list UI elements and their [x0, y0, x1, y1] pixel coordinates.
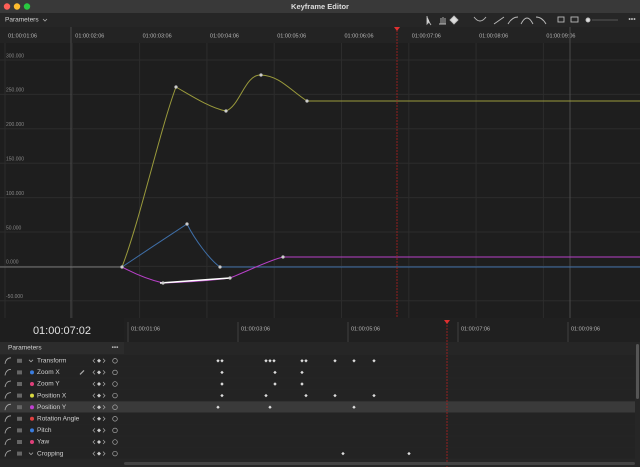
row-bg — [0, 390, 635, 401]
toolbar — [0, 13, 640, 27]
parameter-row[interactable]: Transform — [0, 355, 635, 366]
y-label: -50.000 — [6, 294, 23, 300]
params-header-label: Parameters — [8, 345, 42, 352]
row-bg — [0, 413, 635, 424]
color-dot — [30, 428, 34, 432]
row-label: Cropping — [37, 450, 64, 457]
ruler-label: 01:00:04:06 — [210, 33, 239, 39]
ruler-label: 01:00:09:06 — [546, 33, 575, 39]
color-dot — [30, 417, 34, 421]
color-dot — [30, 405, 34, 409]
row-label: Yaw — [37, 439, 49, 446]
lock-icon[interactable] — [17, 440, 22, 444]
toolbar-more[interactable]: ••• — [628, 16, 636, 23]
parameter-row[interactable]: Yaw — [0, 436, 635, 447]
lock-icon[interactable] — [17, 428, 22, 432]
row-bg — [0, 436, 635, 447]
row-label: Pitch — [37, 427, 52, 434]
scrollbar[interactable] — [636, 344, 639, 399]
toolbar-label[interactable]: Parameters — [5, 17, 39, 24]
params-header-more[interactable]: ••• — [112, 345, 120, 352]
ruler-label: 01:00:07:06 — [412, 33, 441, 39]
ruler-label: 01:00:03:06 — [143, 33, 172, 39]
lock-icon[interactable] — [17, 452, 22, 456]
y-label: 150.000 — [6, 157, 24, 163]
row-label: Position Y — [37, 404, 67, 411]
close-button[interactable] — [4, 3, 10, 9]
lock-icon[interactable] — [17, 359, 22, 363]
timeline-ruler — [124, 318, 640, 342]
row-label: Transform — [37, 358, 66, 365]
timeline-ruler-label: 01:00:03:06 — [241, 326, 270, 332]
row-label: Zoom X — [37, 369, 60, 376]
timeline-ruler-label: 01:00:05:06 — [351, 326, 380, 332]
y-label: 0.000 — [6, 260, 19, 266]
row-bg — [0, 378, 635, 389]
parameter-row[interactable]: Position Y — [0, 401, 635, 412]
ruler-label: 01:00:08:06 — [479, 33, 508, 39]
ruler-label: 01:00:06:06 — [345, 33, 374, 39]
parameter-row[interactable]: Rotation Angle — [0, 413, 635, 424]
color-dot — [30, 440, 34, 444]
parameter-row[interactable]: Pitch — [0, 425, 635, 436]
lock-icon[interactable] — [17, 394, 22, 398]
graph-area — [0, 27, 640, 318]
parameter-row[interactable]: Zoom X — [0, 367, 635, 378]
lock-icon[interactable] — [17, 370, 22, 374]
timeline-ruler-label: 01:00:09:06 — [571, 326, 600, 332]
row-bg — [0, 355, 635, 366]
ruler-label: 01:00:01:06 — [8, 33, 37, 39]
y-label: 100.000 — [6, 191, 24, 197]
y-label: 50.000 — [6, 225, 22, 231]
row-label: Rotation Angle — [37, 416, 80, 423]
y-label: 250.000 — [6, 88, 24, 94]
parameter-rows: Transform Zoom X Zoom Y Position X Position … — [0, 355, 635, 459]
lock-icon[interactable] — [17, 382, 22, 386]
ruler-label: 01:00:05:06 — [277, 33, 306, 39]
lock-icon[interactable] — [17, 417, 22, 421]
color-dot — [30, 382, 34, 386]
color-dot — [30, 370, 34, 374]
y-label: 200.000 — [6, 122, 24, 128]
row-bg — [0, 425, 635, 436]
current-timecode: 01:00:07:02 — [33, 325, 91, 337]
parameter-row[interactable]: Zoom Y — [0, 378, 635, 389]
timeline-ruler-label: 01:00:01:06 — [131, 326, 160, 332]
y-label: 300.000 — [6, 53, 24, 59]
lock-icon[interactable] — [17, 405, 22, 409]
row-label: Zoom Y — [37, 381, 60, 388]
row-label: Position X — [37, 392, 67, 399]
timeline-ruler-label: 01:00:07:06 — [461, 326, 490, 332]
minimize-button[interactable] — [14, 3, 20, 9]
window-title: Keyframe Editor — [291, 2, 349, 11]
row-bg — [0, 448, 635, 459]
row-bg — [0, 367, 635, 378]
h-scrollbar[interactable] — [124, 462, 635, 465]
ruler-label: 01:00:02:06 — [75, 33, 104, 39]
color-dot — [30, 394, 34, 398]
row-bg — [0, 401, 635, 412]
parameter-row[interactable]: Position X — [0, 390, 635, 401]
parameter-row[interactable]: Cropping — [0, 448, 635, 459]
zoom-button[interactable] — [24, 3, 30, 9]
